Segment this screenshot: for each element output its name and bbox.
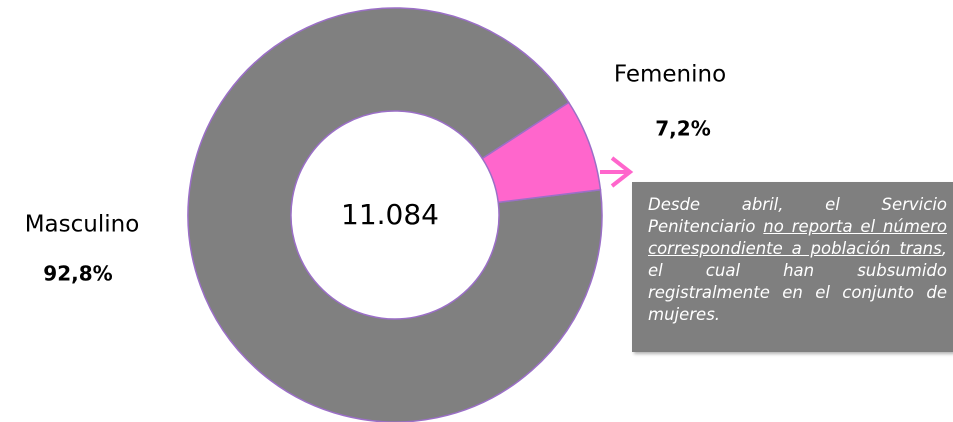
annotation-text: Desde abril, el Servicio Penitenciario [648,195,947,236]
center-label: 11.084 [341,198,439,231]
annotation: Desde abril, el Servicio Penitenciario n… [632,182,953,352]
slice [481,101,602,204]
category-label: Femenino [614,62,726,88]
value-label: 7,2% [655,117,710,141]
category-label: Masculino [25,212,140,238]
arrow-head [610,156,634,188]
value-label: 92,8% [43,262,112,286]
annotation-underlined: no reporta el número correspondiente a p… [648,217,947,258]
annotation-text: , el cual han subsumido registralmente e… [648,239,947,324]
